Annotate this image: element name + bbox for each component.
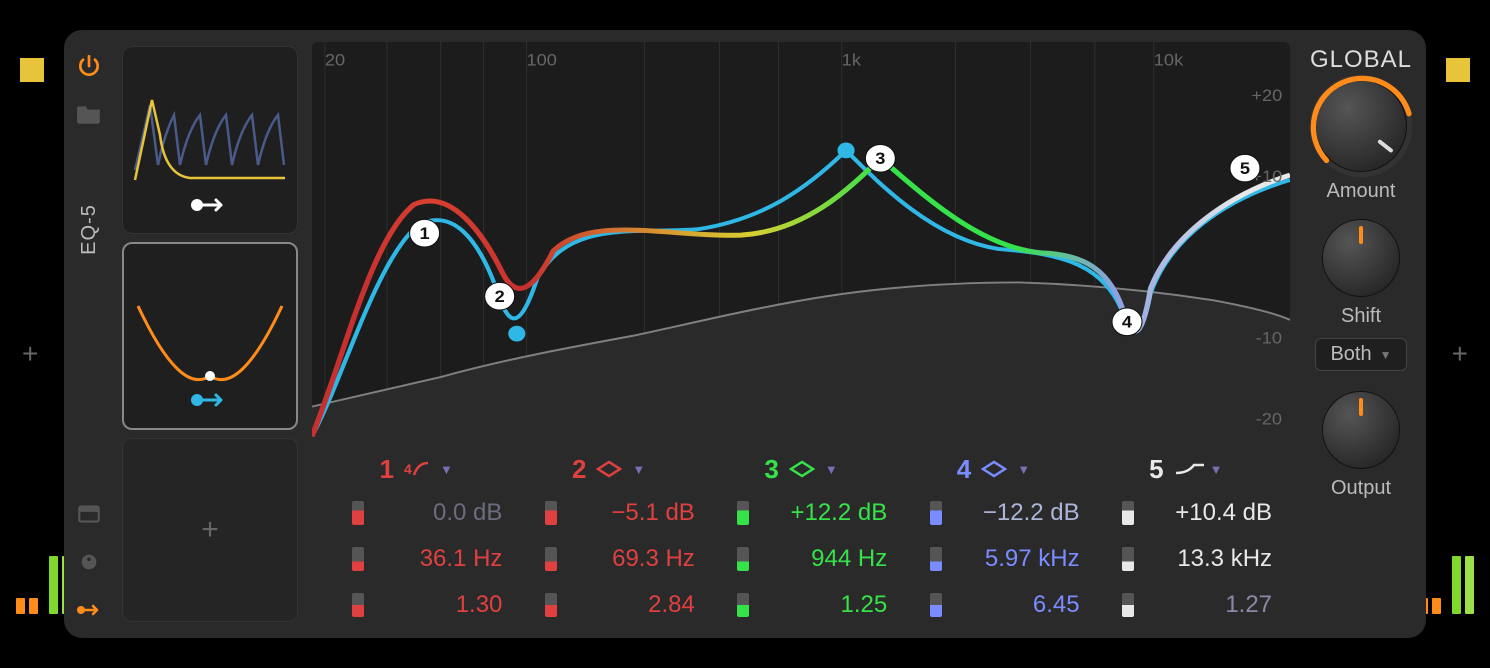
svg-text:2: 2 (495, 287, 505, 306)
amount-knob[interactable] (1315, 80, 1407, 172)
slot-1-route-icon[interactable] (189, 196, 231, 219)
preset-folder-icon[interactable] (75, 100, 103, 128)
band-number[interactable]: 2 (572, 454, 586, 485)
channel-mode-value: Both (1330, 343, 1371, 366)
svg-text:4: 4 (404, 461, 412, 477)
svg-text:5: 5 (1240, 159, 1250, 178)
band-gain[interactable]: +10.4 dB (1100, 494, 1272, 532)
band-freq[interactable]: 5.97 kHz (907, 540, 1079, 578)
band-column-4: 4 ▼ −12.2 dB 5.97 kHz 6.45 (897, 452, 1089, 624)
expand-view-icon[interactable] (75, 500, 103, 528)
band-shape-icon[interactable] (981, 459, 1007, 479)
shift-knob[interactable] (1322, 219, 1400, 297)
dropdown-icon: ▼ (1380, 348, 1392, 362)
band-handle-3[interactable]: 3 (865, 144, 895, 172)
band-handle-5[interactable]: 5 (1230, 154, 1260, 182)
band-column-2: 2 ▼ −5.1 dB 69.3 Hz 2.84 (512, 452, 704, 624)
band-parameter-table: 1 4 ▼ 0.0 dB 36.1 Hz 1.30 2 ▼ −5.1 dB 69… (306, 452, 1296, 624)
add-module-label: + (201, 513, 219, 547)
amount-label: Amount (1327, 180, 1396, 203)
shift-label: Shift (1341, 305, 1381, 328)
band-gain[interactable]: 0.0 dB (330, 494, 502, 532)
band-q[interactable]: 1.25 (715, 586, 887, 624)
band-q[interactable]: 6.45 (907, 586, 1079, 624)
add-device-right[interactable]: + (1452, 338, 1468, 370)
band-number[interactable]: 3 (764, 454, 778, 485)
band-q[interactable]: 1.30 (330, 586, 502, 624)
eq-main-column: 20 100 1k 10k +20 +10 -10 -20 1 2 3 (306, 30, 1296, 638)
band-number[interactable]: 4 (957, 454, 971, 485)
band-menu-icon[interactable]: ▼ (1017, 462, 1030, 477)
band-menu-icon[interactable]: ▼ (1210, 462, 1223, 477)
band-column-5: 5 ▼ +10.4 dB 13.3 kHz 1.27 (1090, 452, 1282, 624)
output-label: Output (1331, 477, 1391, 500)
band-number[interactable]: 5 (1149, 454, 1163, 485)
band-number[interactable]: 1 (380, 454, 394, 485)
outer-meter-right (1419, 556, 1474, 614)
outer-marker-right-top (1446, 58, 1470, 82)
band-freq[interactable]: 13.3 kHz (1100, 540, 1272, 578)
modulation-icon[interactable] (75, 548, 103, 576)
svg-text:4: 4 (1122, 312, 1132, 331)
global-title: GLOBAL (1310, 46, 1412, 74)
band-menu-icon[interactable]: ▼ (440, 462, 453, 477)
band-menu-icon[interactable]: ▼ (825, 462, 838, 477)
band-column-1: 1 4 ▼ 0.0 dB 36.1 Hz 1.30 (320, 452, 512, 624)
y-axis-label: +20 (1251, 86, 1282, 105)
band-q[interactable]: 1.27 (1100, 586, 1272, 624)
x-axis-label: 10k (1154, 50, 1184, 69)
band-handle-2[interactable]: 2 (485, 282, 515, 310)
device-name-label: EQ-5 (78, 204, 101, 255)
band-freq[interactable]: 944 Hz (715, 540, 887, 578)
outer-meter-left (16, 556, 71, 614)
band-handle-1[interactable]: 1 (410, 219, 440, 247)
add-module-slot[interactable]: + (122, 438, 298, 622)
band-shape-icon[interactable] (789, 459, 815, 479)
eq-graph[interactable]: 20 100 1k 10k +20 +10 -10 -20 1 2 3 (312, 42, 1290, 446)
x-axis-label: 100 (526, 50, 557, 69)
band-shape-icon[interactable]: 4 (404, 459, 430, 479)
x-axis-label: 20 (325, 50, 346, 69)
band-menu-icon[interactable]: ▼ (632, 462, 645, 477)
x-axis-label: 1k (842, 50, 862, 69)
global-controls: GLOBAL Amount Shift Both ▼ Output (1296, 30, 1426, 638)
device-icon-column: EQ-5 (64, 30, 114, 638)
y-axis-label: -20 (1256, 409, 1283, 428)
module-slot-2[interactable] (122, 242, 298, 430)
band-gain[interactable]: +12.2 dB (715, 494, 887, 532)
outer-marker-left-top (20, 58, 44, 82)
band-gain[interactable]: −5.1 dB (522, 494, 694, 532)
svg-text:3: 3 (875, 149, 885, 168)
eq5-device-panel: EQ-5 (64, 30, 1426, 638)
band-handle-4[interactable]: 4 (1112, 308, 1142, 336)
remote-mapping-icon[interactable] (75, 596, 103, 624)
module-slot-column: + (114, 30, 306, 638)
band-shape-icon[interactable] (596, 459, 622, 479)
band-freq[interactable]: 69.3 Hz (522, 540, 694, 578)
band-gain[interactable]: −12.2 dB (907, 494, 1079, 532)
channel-mode-select[interactable]: Both ▼ (1315, 338, 1406, 371)
module-slot-1[interactable] (122, 46, 298, 234)
slot-2-route-icon[interactable] (189, 391, 231, 414)
add-device-left[interactable]: + (22, 338, 38, 370)
band-shape-icon[interactable] (1174, 459, 1200, 479)
band-freq[interactable]: 36.1 Hz (330, 540, 502, 578)
band-q[interactable]: 2.84 (522, 586, 694, 624)
y-axis-label: -10 (1256, 328, 1283, 347)
band-column-3: 3 ▼ +12.2 dB 944 Hz 1.25 (705, 452, 897, 624)
power-button[interactable] (75, 52, 103, 80)
svg-text:1: 1 (420, 224, 430, 243)
output-knob[interactable] (1322, 391, 1400, 469)
